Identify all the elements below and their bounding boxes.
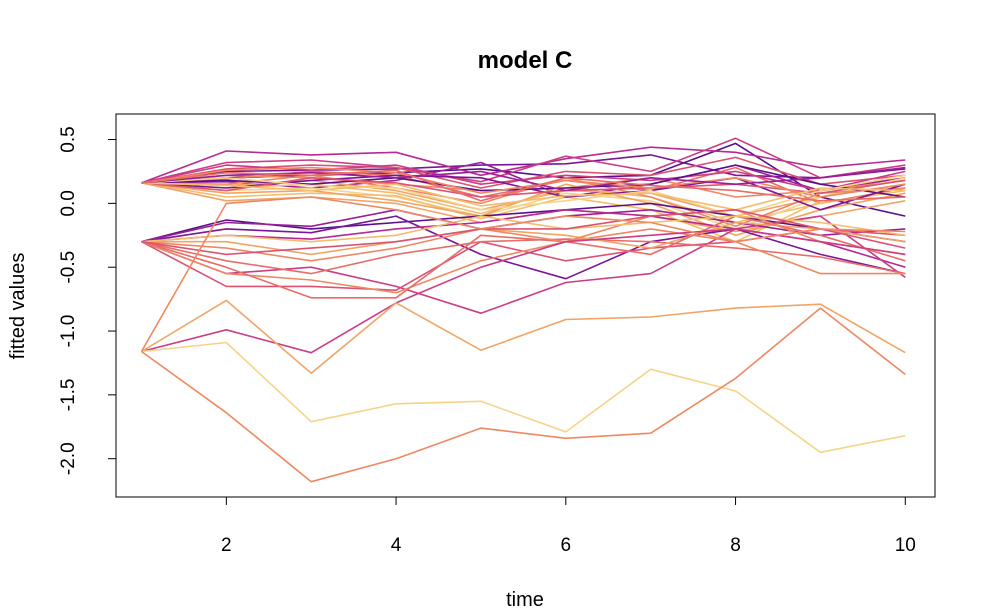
x-tick-label: 2 bbox=[221, 535, 232, 556]
series-line-18 bbox=[141, 177, 906, 198]
x-tick-label: 6 bbox=[561, 535, 572, 556]
series-line-35 bbox=[141, 209, 906, 262]
y-tick-label: 0.5 bbox=[58, 126, 79, 152]
series-line-39 bbox=[141, 299, 906, 375]
series-line-24 bbox=[141, 169, 906, 202]
y-tick-label: -0.5 bbox=[58, 251, 79, 284]
x-axis: 2 4 6 8 10 bbox=[221, 496, 916, 556]
series-line-4 bbox=[141, 137, 906, 184]
series-line-1 bbox=[141, 154, 906, 184]
x-tick-label: 4 bbox=[391, 535, 402, 556]
series-line-12 bbox=[141, 182, 906, 243]
x-tick-label: 8 bbox=[730, 535, 741, 556]
series-line-3 bbox=[141, 146, 906, 184]
series-line-22 bbox=[141, 182, 906, 211]
series-line-42 bbox=[140, 196, 906, 352]
y-axis-label: fitted values bbox=[7, 253, 29, 360]
series-line-31 bbox=[141, 238, 906, 275]
series-line-14 bbox=[141, 174, 906, 228]
x-axis-label: time bbox=[506, 589, 544, 611]
y-axis: -2.0 -1.5 -1.0 -0.5 0.0 0.5 bbox=[58, 126, 117, 475]
series-line-32 bbox=[141, 228, 906, 294]
chart-title: model C bbox=[478, 47, 573, 74]
y-tick-label: -1.0 bbox=[58, 315, 79, 348]
series-layer bbox=[140, 137, 906, 483]
x-tick-label: 10 bbox=[895, 535, 916, 556]
series-line-40 bbox=[141, 341, 906, 454]
series-line-37 bbox=[141, 209, 906, 256]
series-line-41 bbox=[141, 307, 906, 483]
series-line-29 bbox=[141, 215, 906, 315]
series-line-21 bbox=[141, 166, 906, 198]
y-tick-label: -2.0 bbox=[58, 442, 79, 475]
series-line-26 bbox=[141, 215, 906, 280]
series-line-19 bbox=[141, 174, 906, 217]
y-tick-label: 0.0 bbox=[58, 190, 79, 216]
y-tick-label: -1.5 bbox=[58, 378, 79, 411]
